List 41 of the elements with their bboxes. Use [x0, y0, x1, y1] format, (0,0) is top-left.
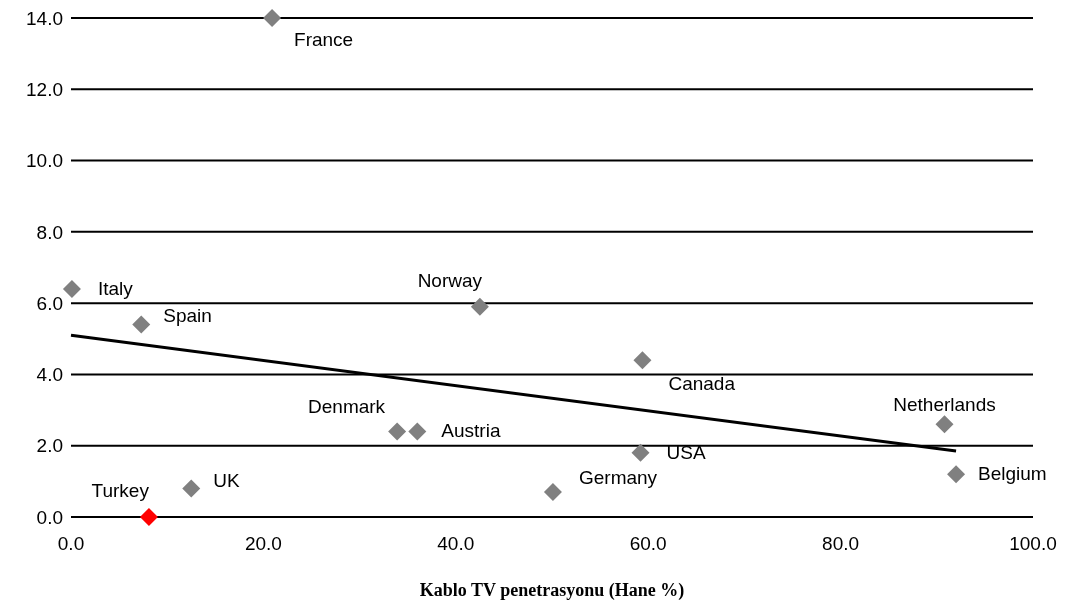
annotation: Norway	[417, 269, 483, 291]
point	[388, 422, 407, 441]
annotation: Netherlands	[893, 394, 996, 416]
annotation: Canada	[668, 373, 736, 395]
annotation: Italy	[97, 277, 134, 299]
y-tick-label: 6.0	[36, 292, 63, 314]
x-tick-label: 60.0	[629, 533, 667, 554]
point	[543, 483, 562, 502]
annotation: USA	[666, 441, 706, 463]
point	[633, 351, 652, 370]
y-tick-label: 10.0	[26, 150, 63, 172]
point	[132, 315, 151, 334]
point	[470, 297, 489, 316]
point	[631, 443, 650, 462]
y-tick-label: 14.0	[26, 7, 63, 29]
annotation: Austria	[441, 420, 501, 442]
annotation: Denmark	[308, 396, 386, 418]
annotation: Spain	[163, 304, 212, 326]
x-tick-label: 0.0	[57, 533, 85, 554]
y-tick-label: 8.0	[36, 221, 63, 243]
point	[408, 422, 427, 441]
annotation: France	[294, 29, 354, 50]
point	[947, 465, 966, 484]
y-tick-label: 12.0	[26, 78, 63, 100]
annotation: Germany	[578, 467, 658, 489]
annotation: Turkey	[91, 480, 150, 501]
point	[182, 479, 201, 498]
point	[935, 415, 954, 434]
annotation: UK	[213, 470, 240, 492]
x-axis-title: Kablo TV penetrasyonu (Hane %)	[419, 580, 685, 601]
y-tick-label: 2.0	[36, 435, 63, 457]
annotation: Belgium	[978, 463, 1047, 485]
x-tick-label: 40.0	[437, 533, 475, 554]
x-tick-label: 20.0	[244, 533, 282, 554]
point	[139, 508, 158, 526]
x-tick-label: 80.0	[822, 533, 860, 554]
y-tick-label: 0.0	[36, 506, 63, 528]
x-tick-label: 100.0	[1009, 533, 1057, 554]
point	[62, 279, 81, 298]
y-tick-label: 4.0	[36, 364, 63, 386]
point	[263, 9, 282, 27]
